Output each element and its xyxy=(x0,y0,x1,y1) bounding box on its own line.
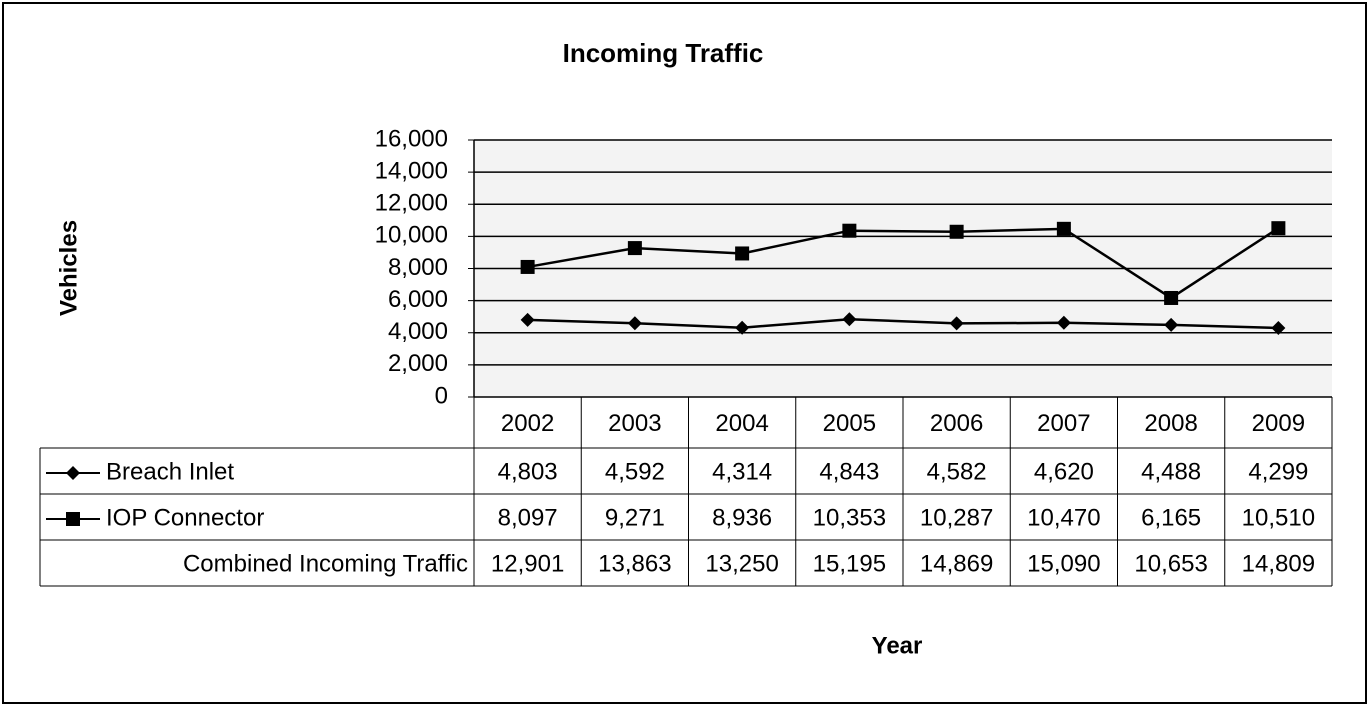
table-value: 4,314 xyxy=(712,458,772,485)
table-value: 4,803 xyxy=(498,458,558,485)
table-value: 8,097 xyxy=(498,504,558,531)
table-value: 14,809 xyxy=(1242,550,1315,577)
marker xyxy=(735,246,750,261)
table-value: 10,510 xyxy=(1242,504,1315,531)
marker xyxy=(1271,320,1286,335)
x-tick-label: 2007 xyxy=(1037,410,1090,437)
table-value: 10,353 xyxy=(813,504,886,531)
x-tick-label: 2004 xyxy=(715,410,768,437)
marker xyxy=(66,466,80,480)
x-tick-label: 2003 xyxy=(608,410,661,437)
marker xyxy=(842,223,857,238)
row-label: Combined Incoming Traffic xyxy=(183,550,468,577)
table-value: 10,287 xyxy=(920,504,993,531)
table-value: 13,250 xyxy=(705,550,778,577)
marker xyxy=(1056,221,1071,236)
marker xyxy=(949,224,964,239)
marker xyxy=(520,259,535,274)
table-value: 6,165 xyxy=(1141,504,1201,531)
y-tick-label: 2,000 xyxy=(388,350,448,377)
marker xyxy=(1056,315,1071,330)
table-value: 4,592 xyxy=(605,458,665,485)
series-line xyxy=(527,227,1280,300)
marker xyxy=(1271,221,1286,236)
x-tick-label: 2002 xyxy=(501,410,554,437)
series-line xyxy=(527,317,1279,330)
table-value: 8,936 xyxy=(712,504,772,531)
y-axis-label: Vehicles xyxy=(55,220,82,316)
y-tick-label: 6,000 xyxy=(388,286,448,313)
marker xyxy=(66,512,80,526)
marker xyxy=(627,241,642,256)
marker xyxy=(735,320,750,335)
y-tick-label: 16,000 xyxy=(375,125,448,152)
legend-label: Breach Inlet xyxy=(106,458,234,485)
table-value: 9,271 xyxy=(605,504,665,531)
y-tick-label: 10,000 xyxy=(375,222,448,249)
x-tick-label: 2006 xyxy=(930,410,983,437)
table-value: 4,620 xyxy=(1034,458,1094,485)
legend-label: IOP Connector xyxy=(106,504,264,531)
table-value: 4,299 xyxy=(1248,458,1308,485)
marker xyxy=(842,312,857,327)
y-tick-label: 12,000 xyxy=(375,190,448,217)
y-tick-label: 8,000 xyxy=(388,254,448,281)
x-tick-label: 2008 xyxy=(1144,410,1197,437)
table-value: 15,195 xyxy=(813,550,886,577)
table-value: 10,653 xyxy=(1134,550,1207,577)
table-value: 4,488 xyxy=(1141,458,1201,485)
x-axis-label: Year xyxy=(872,632,923,659)
table-value: 10,470 xyxy=(1027,504,1100,531)
table-value: 14,869 xyxy=(920,550,993,577)
marker xyxy=(520,312,535,327)
y-tick-label: 0 xyxy=(435,382,448,409)
x-tick-label: 2005 xyxy=(823,410,876,437)
marker xyxy=(1164,290,1179,305)
table-value: 15,090 xyxy=(1027,550,1100,577)
chart-title: Incoming Traffic xyxy=(563,38,764,68)
x-tick-label: 2009 xyxy=(1252,410,1305,437)
marker xyxy=(627,316,642,331)
marker xyxy=(1164,317,1179,332)
table-value: 13,863 xyxy=(598,550,671,577)
table-value: 12,901 xyxy=(491,550,564,577)
table-value: 4,843 xyxy=(819,458,879,485)
y-tick-label: 4,000 xyxy=(388,318,448,345)
y-tick-label: 14,000 xyxy=(375,157,448,184)
marker xyxy=(949,316,964,331)
table-value: 4,582 xyxy=(927,458,987,485)
